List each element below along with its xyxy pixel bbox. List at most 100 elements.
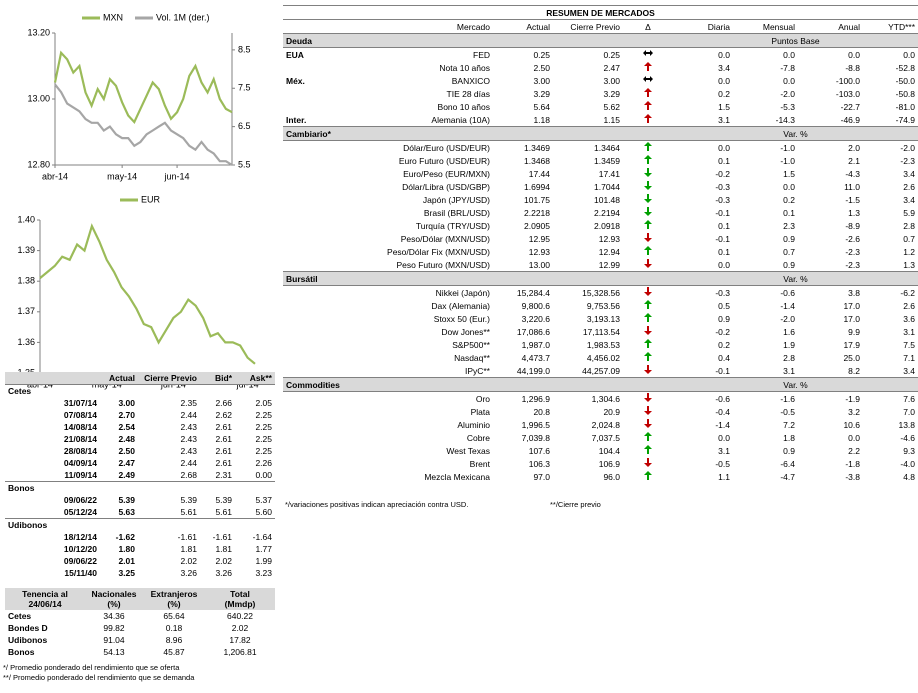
daily: 0.5 (718, 300, 730, 311)
daily: -0.1 (715, 233, 730, 244)
maturity: 14/08/14 (63, 422, 97, 432)
region (283, 286, 328, 300)
series-line (53, 50, 233, 125)
arrow-shape (644, 194, 652, 203)
daily: 3.1 (718, 445, 730, 456)
value-cell: 2.25 (255, 410, 272, 420)
actual: 101.75 (524, 194, 550, 205)
actual: 9,800.6 (521, 300, 550, 311)
column-header: Ask** (249, 373, 272, 383)
market-row: Oro 1,296.9 1,304.6 -0.6 -1.6 -1.9 7.6 (283, 392, 918, 406)
annual: -1.9 (845, 393, 860, 404)
value-cell: 2.44 (180, 410, 197, 420)
delta-arrow (644, 393, 652, 402)
market-row: Nasdaq** 4,473.7 4,456.02 0.4 2.8 25.0 7.1 (283, 351, 918, 364)
actual: 107.6 (528, 445, 550, 456)
footnote: **/Cierre previo (550, 500, 601, 509)
actual: 15,284.4 (516, 287, 550, 298)
monthly: 0.9 (783, 233, 795, 244)
actual: 3,220.6 (521, 313, 550, 324)
previous: 101.48 (594, 194, 620, 205)
market: Peso/Dólar (MXN/USD) (400, 233, 490, 244)
actual: 5.64 (533, 101, 550, 112)
market-row: Japón (JPY/USD) 101.75 101.48 -0.3 0.2 -1.5 3.… (283, 193, 918, 206)
market-row: Turquía (TRY/USD) 2.0905 2.0918 0.1 2.3 -8.9 2… (283, 219, 918, 232)
previous: 0.25 (603, 49, 620, 60)
bond-table: Actual Cierre Previo Bid* Ask** Cetes 31/07/1… (5, 372, 275, 579)
ytd: -4.6 (900, 432, 916, 443)
bond-row: 10/12/20 1.80 1.81 1.81 1.77 (5, 543, 275, 555)
market: Alemania (10A) (431, 114, 490, 125)
ytd: 4.8 (903, 471, 916, 482)
delta-cell (623, 338, 673, 351)
daily: -0.1 (715, 365, 730, 376)
previous: 15,328.56 (582, 287, 620, 298)
group-name: Cetes (8, 386, 32, 396)
value-cell: 2.47 (118, 458, 135, 468)
value-cell: 1.81 (180, 544, 197, 554)
delta-arrow (644, 114, 652, 123)
arrow-shape (644, 339, 652, 348)
value-cell: 5.61 (215, 507, 232, 517)
delta-cell (623, 258, 673, 272)
daily: 0.2 (718, 88, 730, 99)
market-row: EUA FED 0.25 0.25 0.0 0.0 0.0 0.0 (283, 48, 918, 62)
previous: 17.41 (598, 168, 620, 179)
delta-arrow (644, 168, 652, 177)
previous: 2.0918 (594, 220, 620, 231)
region (283, 431, 328, 444)
column-header: Actual (493, 19, 553, 34)
delta-cell (623, 286, 673, 300)
arrow-shape (644, 287, 652, 296)
value-cell: 3.00 (118, 398, 135, 408)
daily: 0.4 (718, 352, 730, 363)
arrow-shape (644, 326, 652, 335)
arrow-shape (644, 142, 652, 151)
delta-arrow (644, 419, 652, 428)
actual: 13.00 (528, 259, 550, 270)
arrow-shape (644, 181, 652, 190)
annual: -46.9 (840, 114, 860, 125)
delta-cell (623, 392, 673, 406)
y-tick-label: 1.40 (17, 214, 35, 224)
market-row: West Texas 107.6 104.4 3.1 0.9 2.2 9.3 (283, 444, 918, 457)
footnote: */ Promedio ponderado del rendimiento qu… (3, 663, 180, 672)
monthly: -0.6 (780, 287, 795, 298)
market: Nikkei (Japón) (435, 287, 490, 298)
holdings-table: Tenencia al 24/06/14 Nacionales (%) Extranje… (5, 588, 275, 658)
column-header: Total (Mmdp) (205, 588, 275, 610)
region (283, 100, 328, 113)
market-row: Nota 10 años 2.50 2.47 3.4 -7.8 -8.8 -52.8 (283, 61, 918, 74)
section-name: Bursátil (283, 271, 673, 286)
value-cell: 3.25 (118, 568, 135, 578)
daily: 1.1 (718, 471, 730, 482)
delta-arrow (644, 220, 652, 229)
value-cell: 1.99 (255, 556, 272, 566)
previous: 44,257.09 (582, 365, 620, 376)
daily: 0.0 (718, 432, 730, 443)
market-row: Dax (Alemania) 9,800.6 9,753.56 0.5 -1.4 17.0… (283, 299, 918, 312)
ytd: 5.9 (903, 207, 916, 218)
monthly: -1.0 (780, 155, 795, 166)
value-cell: -1.62 (115, 532, 135, 542)
region (283, 258, 328, 272)
delta-arrow (644, 155, 652, 164)
market-row: Inter. Alemania (10A) 1.18 1.15 3.1 -14.3 -46.… (283, 113, 918, 127)
monthly: -5.3 (780, 101, 795, 112)
daily: -0.1 (715, 207, 730, 218)
ytd: -81.0 (895, 101, 916, 112)
value-cell: 2.25 (255, 422, 272, 432)
delta-arrow (644, 233, 652, 242)
x-tick-label: abr-14 (27, 379, 53, 389)
value-cell: 0.00 (255, 470, 272, 480)
footnote: */variaciones positivas indican apreciac… (285, 500, 469, 509)
previous: 12.94 (598, 246, 620, 257)
maturity: 11/09/14 (64, 470, 97, 480)
value-cell: 2.02 (231, 623, 249, 633)
bond-row: 21/08/14 2.48 2.43 2.61 2.25 (5, 433, 275, 445)
monthly: -7.8 (780, 62, 795, 73)
delta-cell (623, 100, 673, 113)
column-header: YTD*** (863, 19, 918, 34)
region (283, 457, 328, 470)
actual: 1.18 (533, 114, 550, 125)
